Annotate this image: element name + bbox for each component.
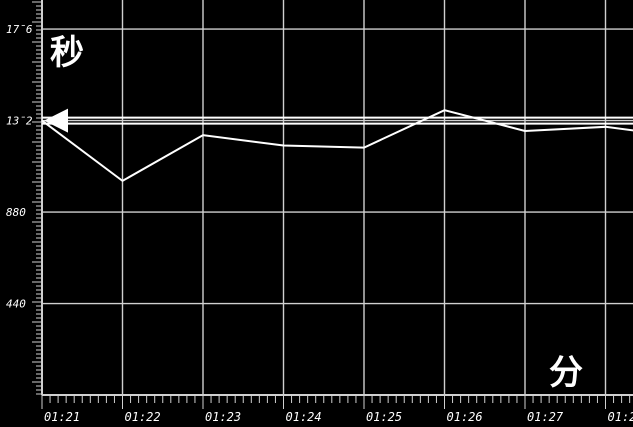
- y-tick-label: 440: [6, 298, 26, 311]
- y-axis-unit-label: 秒: [50, 33, 84, 73]
- x-tick-label: 01:21: [44, 410, 80, 424]
- level-marker: [44, 108, 68, 133]
- series-line: [41, 109, 633, 183]
- x-tick-label: 01:26: [447, 410, 483, 424]
- y-tick-label: 13̄2: [6, 115, 33, 128]
- x-tick-label: 01:27: [527, 410, 564, 424]
- x-axis-unit-label: 分: [549, 353, 583, 393]
- x-tick-label: 01:2: [608, 410, 633, 424]
- x-tick-label: 01:25: [366, 410, 402, 424]
- y-tick-label: 880: [6, 206, 26, 219]
- x-tick-label: 01:24: [286, 410, 322, 424]
- y-tick-label: 17̄6: [6, 23, 33, 36]
- x-tick-label: 01:23: [205, 410, 241, 424]
- x-tick-label: 01:22: [125, 410, 161, 424]
